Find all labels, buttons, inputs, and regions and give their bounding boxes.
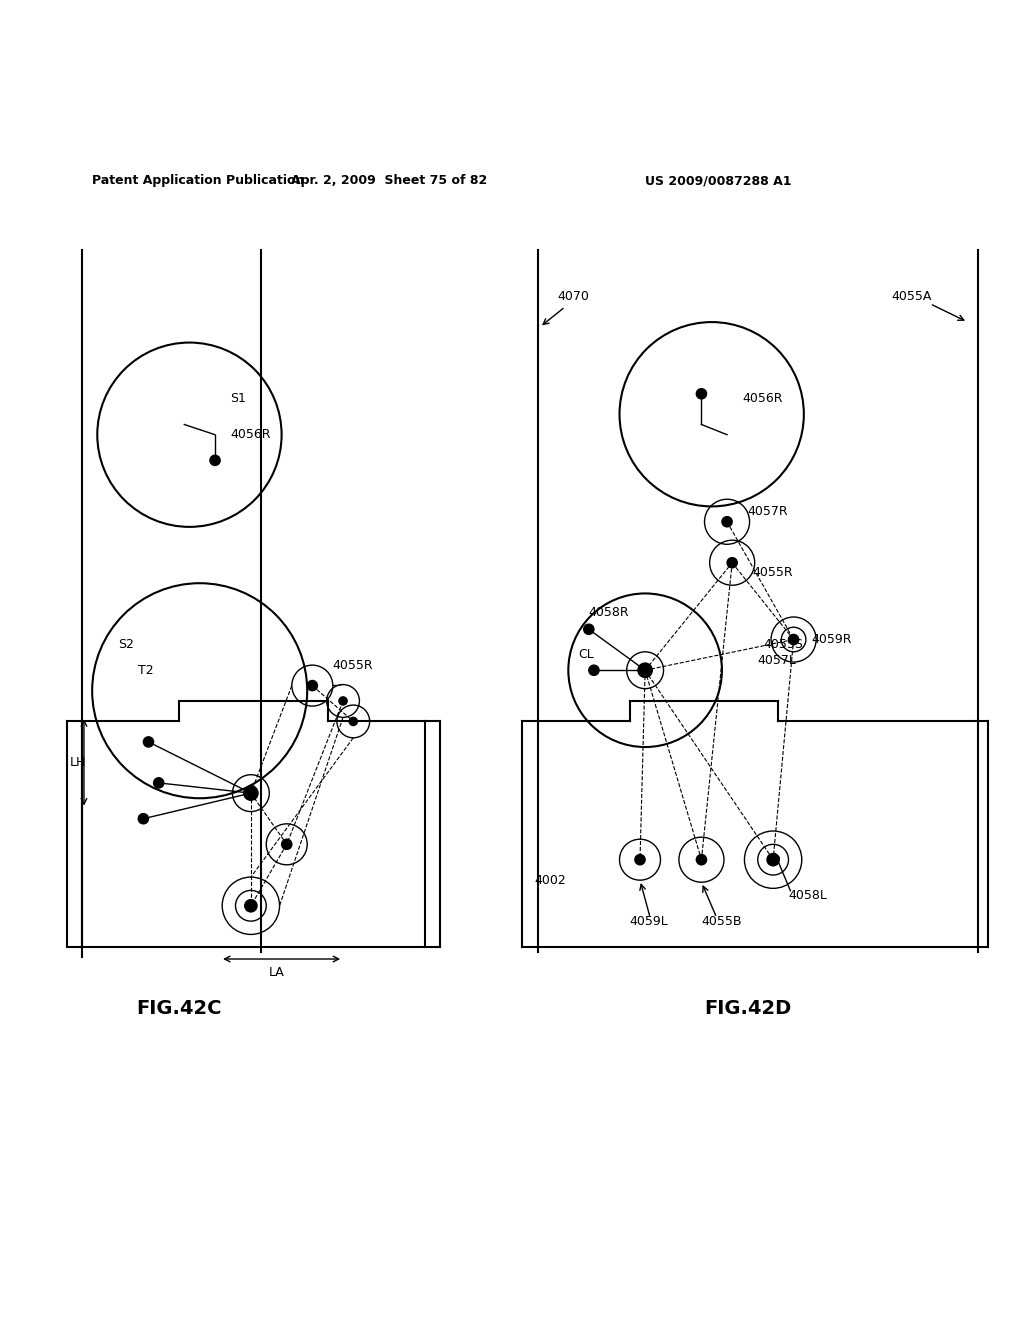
Circle shape xyxy=(767,854,779,866)
Text: 4055R: 4055R xyxy=(753,566,794,579)
Text: 4055R: 4055R xyxy=(333,659,374,672)
Circle shape xyxy=(143,737,154,747)
Text: S2: S2 xyxy=(118,638,134,651)
Text: 4056R: 4056R xyxy=(230,428,271,441)
Text: LH: LH xyxy=(70,756,86,768)
Circle shape xyxy=(349,717,357,726)
Text: T2: T2 xyxy=(138,664,154,677)
Circle shape xyxy=(696,854,707,865)
Text: 4055B: 4055B xyxy=(701,915,742,928)
Text: 4055A: 4055A xyxy=(891,290,931,304)
Circle shape xyxy=(584,624,594,635)
Text: 4058L: 4058L xyxy=(788,890,827,902)
Circle shape xyxy=(722,516,732,527)
Circle shape xyxy=(282,840,292,850)
Circle shape xyxy=(788,635,799,644)
Circle shape xyxy=(138,813,148,824)
Circle shape xyxy=(696,388,707,399)
Circle shape xyxy=(589,665,599,676)
Text: Apr. 2, 2009  Sheet 75 of 82: Apr. 2, 2009 Sheet 75 of 82 xyxy=(291,174,487,187)
Circle shape xyxy=(339,697,347,705)
Text: 4059R: 4059R xyxy=(811,634,852,645)
Circle shape xyxy=(307,681,317,690)
Circle shape xyxy=(154,777,164,788)
Text: 4002: 4002 xyxy=(535,874,566,887)
Text: CL: CL xyxy=(579,648,594,661)
Text: US 2009/0087288 A1: US 2009/0087288 A1 xyxy=(645,174,792,187)
Circle shape xyxy=(244,785,258,800)
Text: 4057R: 4057R xyxy=(748,506,788,517)
Text: 4056R: 4056R xyxy=(742,392,783,405)
Text: 4058R: 4058R xyxy=(589,606,630,619)
Text: S1: S1 xyxy=(230,392,247,405)
Text: LA: LA xyxy=(268,966,285,979)
Text: 4070: 4070 xyxy=(557,290,589,304)
Circle shape xyxy=(635,854,645,865)
Text: 4057L: 4057L xyxy=(758,653,797,667)
Text: 4059L: 4059L xyxy=(630,915,669,928)
Text: Patent Application Publication: Patent Application Publication xyxy=(92,174,304,187)
Circle shape xyxy=(245,900,257,912)
Text: FIG.42D: FIG.42D xyxy=(703,999,792,1018)
Circle shape xyxy=(727,557,737,568)
Text: FIG.42C: FIG.42C xyxy=(136,999,222,1018)
Circle shape xyxy=(638,663,652,677)
Circle shape xyxy=(210,455,220,466)
Text: 4055S: 4055S xyxy=(763,638,803,651)
